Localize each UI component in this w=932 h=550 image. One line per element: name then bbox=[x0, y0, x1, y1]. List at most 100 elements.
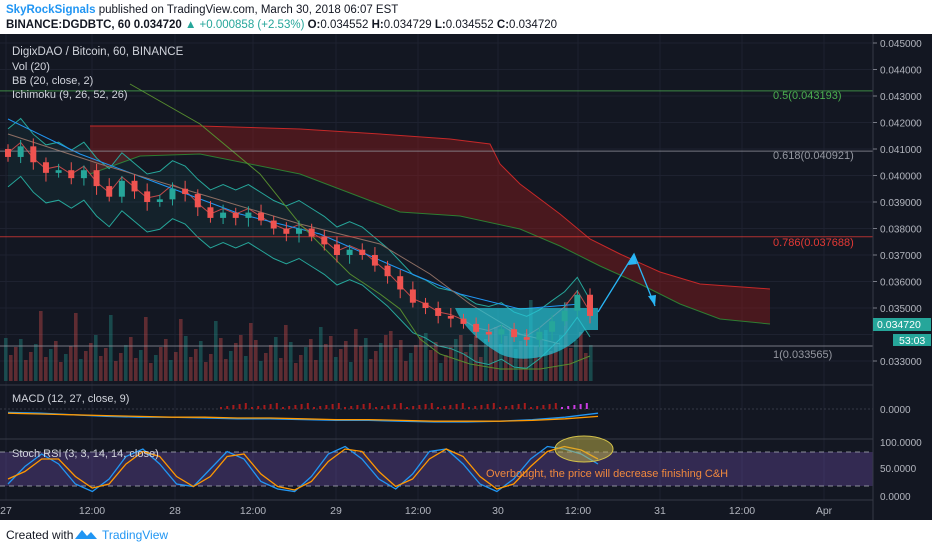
stoch-tick-label: 50.0000 bbox=[880, 464, 917, 475]
fib-label-1: 1(0.033565) bbox=[773, 349, 832, 361]
volume-bar bbox=[234, 343, 238, 381]
volume-bar bbox=[309, 339, 313, 381]
macd-hist bbox=[567, 406, 570, 409]
ichimoku-cloud bbox=[89, 125, 771, 325]
candle-body bbox=[144, 191, 151, 202]
candle-body bbox=[435, 308, 442, 316]
volume-bar bbox=[584, 353, 588, 381]
volume-bar bbox=[489, 331, 493, 381]
stoch-rsi-pane bbox=[7, 445, 599, 493]
candle-body bbox=[93, 170, 100, 187]
candle-body bbox=[30, 146, 37, 163]
chikou-span bbox=[129, 83, 591, 370]
tradingview-logo-icon[interactable] bbox=[74, 527, 98, 544]
volume-bar bbox=[494, 327, 498, 381]
macd-hist bbox=[325, 405, 328, 409]
candle-body bbox=[422, 302, 429, 308]
volume-bar bbox=[114, 361, 118, 381]
volume-bar bbox=[474, 336, 478, 381]
macd-hist bbox=[319, 406, 322, 409]
volume-bar bbox=[29, 352, 33, 381]
high-label: H: bbox=[371, 19, 384, 31]
volume-bar bbox=[514, 349, 518, 381]
volume-bar bbox=[589, 345, 593, 381]
volume-bar bbox=[329, 336, 333, 381]
volume-bar bbox=[339, 349, 343, 381]
macd-hist bbox=[511, 405, 514, 409]
candle-body bbox=[447, 315, 454, 319]
bb-lower bbox=[7, 175, 591, 369]
volume-bar bbox=[464, 352, 468, 381]
volume-bar bbox=[99, 356, 103, 381]
candle-body bbox=[549, 321, 556, 332]
volume-bar bbox=[54, 341, 58, 381]
macd-hist bbox=[554, 403, 557, 409]
price-chart[interactable]: 0.5(0.043193) 0.618(0.040921) 0.786(0.03… bbox=[0, 34, 932, 520]
macd-hist bbox=[443, 406, 446, 409]
candle-body bbox=[321, 236, 328, 245]
legend-ichimoku: Ichimoku (9, 26, 52, 26) bbox=[12, 89, 128, 101]
volume-bar bbox=[4, 338, 8, 381]
macd-hist bbox=[387, 405, 390, 409]
arrow-head-down bbox=[648, 295, 656, 306]
macd-hist bbox=[573, 405, 576, 409]
volume-bar bbox=[434, 342, 438, 381]
x-tick-label: 29 bbox=[330, 505, 342, 517]
macd-hist bbox=[393, 404, 396, 409]
volume-bar bbox=[249, 323, 253, 381]
volume-bar bbox=[274, 337, 278, 381]
volume-bar bbox=[204, 362, 208, 381]
x-tick-label: 27 bbox=[0, 505, 12, 517]
price-change: ▲ +0.000858 (+2.53%) bbox=[184, 19, 305, 31]
stoch-band bbox=[0, 452, 873, 486]
tradingview-link[interactable]: TradingView bbox=[102, 528, 169, 542]
close-label: C: bbox=[496, 19, 510, 31]
countdown-tag-text: 53:03 bbox=[899, 335, 925, 347]
macd-hist bbox=[579, 404, 582, 409]
overbought-highlight bbox=[554, 435, 614, 463]
candle-body bbox=[194, 194, 201, 208]
volume-bar bbox=[469, 344, 473, 381]
volume-bar bbox=[84, 351, 88, 381]
macd-hist bbox=[523, 403, 526, 409]
volume-bar bbox=[484, 339, 488, 381]
author-link[interactable]: SkyRockSignals bbox=[6, 4, 96, 16]
macd-hist bbox=[536, 406, 539, 409]
macd-hist bbox=[251, 407, 253, 409]
volume-bar bbox=[394, 348, 398, 381]
volume-bar bbox=[179, 319, 183, 381]
x-tick-label: Apr bbox=[816, 505, 833, 517]
volume-bar bbox=[284, 325, 288, 381]
macd-tick-label: 0.0000 bbox=[880, 405, 911, 416]
y-tick-label: 0.042000 bbox=[880, 119, 922, 130]
volume-bar bbox=[14, 347, 18, 381]
macd-hist bbox=[238, 404, 241, 409]
candle-body bbox=[587, 294, 593, 316]
volume-bar bbox=[164, 339, 168, 381]
volume-bar bbox=[149, 363, 153, 381]
macd-hist bbox=[356, 405, 359, 409]
volume-bar bbox=[279, 358, 283, 381]
y-tick-label: 0.041000 bbox=[880, 145, 922, 156]
candle-body bbox=[106, 186, 113, 197]
volume-bar bbox=[144, 317, 148, 381]
candle-body bbox=[536, 331, 543, 340]
volume-bar bbox=[229, 351, 233, 381]
macd-hist bbox=[474, 406, 477, 409]
volume-bar bbox=[159, 347, 163, 381]
stoch-tick-label: 100.0000 bbox=[880, 438, 922, 449]
candle-body bbox=[220, 212, 227, 218]
volume-bar bbox=[304, 347, 308, 381]
candle-body bbox=[296, 228, 302, 234]
price-axis[interactable] bbox=[873, 34, 932, 520]
x-tick-label: 31 bbox=[654, 505, 666, 517]
volume-bar bbox=[224, 359, 228, 381]
macd-hist bbox=[530, 407, 532, 409]
macd-hist bbox=[486, 404, 489, 409]
volume-bar bbox=[349, 362, 353, 381]
footer: Created with TradingView bbox=[0, 520, 932, 550]
time-axis[interactable]: 27 12:00 28 12:00 29 12:00 30 12:00 31 12:00 Apr bbox=[0, 505, 833, 517]
signal-line bbox=[7, 412, 599, 422]
macd-hist bbox=[300, 404, 303, 409]
chart-header: SkyRockSignals published on TradingView.… bbox=[0, 0, 932, 34]
